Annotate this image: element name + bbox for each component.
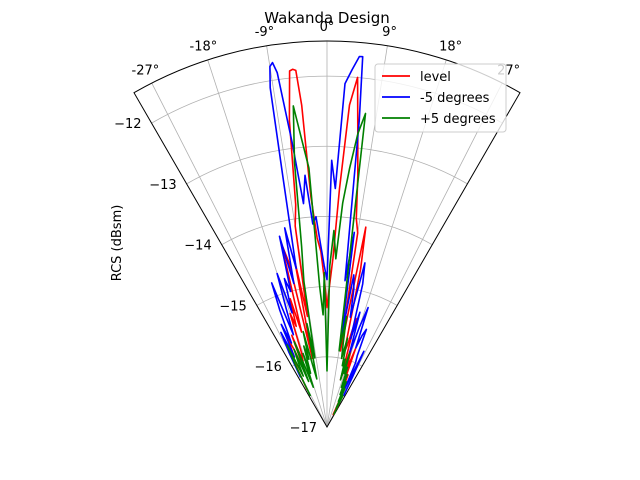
r-axis-label: RCS (dBsm) [110,205,125,282]
legend-label: +5 degrees [420,112,496,127]
chart-title: Wakanda Design [264,9,389,27]
theta-tick-label: -18° [190,40,218,55]
legend-box [374,63,507,133]
r-gridline [186,145,468,185]
theta-tick-label: 18° [439,40,462,55]
tick-labels: -27°-18°-9° 0° 9°18°27°−17−16−15−14−13−12 [114,20,520,436]
theta-tick-label: 9° [382,25,397,40]
r-tick-label: −14 [184,239,211,254]
series-group [269,55,369,416]
r-tick-label: −16 [254,360,281,375]
r-tick-label: −12 [114,117,141,132]
series-line--5-degrees [286,105,367,415]
theta-tick-label: 0° [320,20,335,35]
r-gridline [221,216,433,246]
legend: level -5 degrees +5 degrees [374,63,507,133]
legend-label: -5 degrees [420,91,490,106]
r-tick-label: −13 [149,178,176,193]
r-tick-label: −17 [290,421,317,436]
legend-label: level [420,70,451,85]
theta-tick-label: -9° [255,25,274,40]
series-line--5-degrees [269,55,369,397]
theta-tick-label: -27° [132,64,160,79]
r-tick-label: −15 [219,299,246,314]
r-gridline [256,286,398,306]
